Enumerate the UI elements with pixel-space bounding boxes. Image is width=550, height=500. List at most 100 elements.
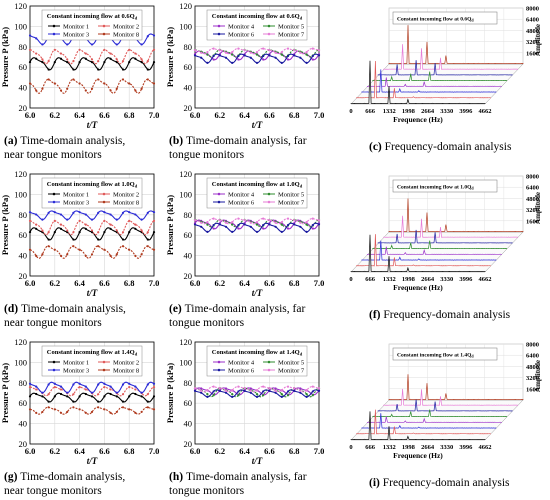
data-point [262, 47, 265, 50]
data-point [35, 223, 38, 226]
x-tick-label: 7.0 [149, 110, 160, 120]
data-point [218, 219, 221, 222]
data-point [311, 227, 314, 230]
data-point [299, 51, 302, 54]
data-point [293, 389, 296, 393]
z-tick-label: 4800 [526, 196, 539, 203]
legend-subscript: d [300, 16, 303, 21]
data-point [109, 388, 112, 391]
data-point [243, 49, 246, 52]
data-point [121, 238, 125, 241]
plot-frame [194, 341, 320, 445]
data-point [268, 54, 271, 57]
data-point [134, 89, 137, 92]
plot-frame [29, 173, 155, 277]
data-point [128, 82, 131, 85]
caption-text: Time-domain analysis, far [185, 135, 307, 147]
data-point [311, 58, 314, 61]
data-point [35, 411, 38, 414]
legend-label: Monitor 5 [278, 359, 304, 366]
legend-box [392, 347, 498, 361]
legend-title: Constant incoming flow at 1.4Qd [47, 349, 138, 357]
data-point [224, 51, 228, 54]
spectrum-slice [372, 71, 508, 82]
x-axis-label: t/T [87, 120, 98, 130]
data-point [193, 389, 197, 393]
data-point [200, 51, 203, 54]
y-tick-label: 120 [14, 169, 27, 179]
data-point [152, 382, 156, 385]
legend-label: Monitor 4 [228, 191, 255, 198]
data-point [255, 50, 259, 54]
data-point [41, 229, 44, 232]
data-point [231, 223, 234, 226]
y-tick-label: 60 [184, 398, 193, 408]
data-point [121, 78, 125, 81]
data-point [152, 248, 156, 251]
data-point [35, 89, 38, 92]
panel-f: 1600 3200 4800 6400 8000 Constant incoming fl… [335, 168, 543, 303]
panel-e: 20 40 60 80 100 120 6.0 6.2 6.4 6.6 6.8 7.0 Constant… [165, 168, 325, 303]
caption-freq: (i) Frequency-domain analysis [369, 476, 510, 490]
data-point [237, 390, 240, 393]
data-point [255, 53, 259, 56]
data-point [90, 410, 94, 414]
data-point [121, 400, 125, 403]
legend-label: Monitor 5 [278, 23, 304, 30]
data-point [90, 61, 94, 64]
x-tick-label: 7.0 [314, 446, 325, 456]
data-point [146, 35, 149, 38]
data-point [140, 218, 143, 221]
y-tick-label: 100 [14, 357, 27, 367]
z-tick-label: 4800 [526, 364, 539, 371]
y-tick-label: 60 [19, 230, 28, 240]
data-point [28, 82, 32, 85]
data-point [249, 225, 252, 228]
data-point [152, 219, 156, 222]
legend-marker [52, 200, 56, 204]
legend-label: Monitor 7 [278, 199, 305, 206]
spectrum-slice [356, 409, 491, 435]
data-point [90, 43, 94, 46]
y-tick-label: 20 [19, 271, 28, 281]
data-point [152, 231, 156, 234]
legend-box [206, 177, 308, 209]
y-tick-label: 40 [19, 251, 28, 261]
data-point [66, 391, 69, 394]
data-point [255, 230, 259, 233]
caption-text: Time-domain analysis, [20, 471, 126, 483]
legend-box [41, 177, 143, 209]
data-point [212, 223, 215, 227]
data-point [28, 48, 32, 51]
x-tick-label: 6.4 [239, 446, 250, 456]
data-point [140, 253, 143, 256]
data-point [72, 68, 75, 71]
data-point [47, 383, 50, 386]
data-point [59, 388, 63, 391]
x-tick-label: 6.0 [25, 110, 36, 120]
legend-subscript: d [471, 18, 474, 23]
data-point [224, 221, 228, 224]
data-point [146, 231, 149, 234]
data-point [47, 231, 50, 234]
data-point [66, 229, 69, 232]
x-tick-label: 1332 [383, 444, 396, 451]
data-point [134, 254, 137, 257]
x-tick-label: 6.4 [74, 446, 85, 456]
y-tick-label: 100 [179, 21, 192, 31]
data-point [218, 387, 221, 390]
caption-letter: (d) [4, 303, 21, 315]
data-point [84, 388, 87, 391]
data-point [231, 50, 234, 54]
data-point [152, 211, 156, 214]
data-point [35, 213, 38, 216]
data-point [41, 87, 44, 90]
data-point [224, 389, 228, 392]
data-point [53, 211, 56, 214]
x-tick-label: 6.8 [124, 110, 135, 120]
data-point [280, 53, 283, 56]
data-point [255, 389, 259, 392]
time-domain-chart-g: 20 40 60 80 100 120 6.0 6.2 6.4 6.6 6.8 7.0 Constant… [0, 337, 159, 466]
data-point [274, 389, 277, 392]
data-point [280, 223, 283, 226]
